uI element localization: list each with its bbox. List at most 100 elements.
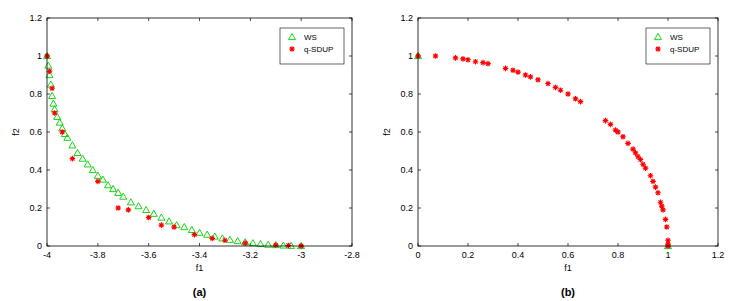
series — [44, 53, 304, 249]
point — [79, 155, 86, 161]
point — [234, 238, 241, 244]
point — [298, 243, 305, 249]
tick-label: 0.4 — [400, 165, 413, 175]
point — [578, 99, 584, 105]
legend: WSq-SDUP — [280, 28, 344, 64]
point — [59, 129, 65, 135]
legend-label: q-SDUP — [670, 45, 699, 54]
tick-mark — [715, 208, 718, 209]
tick-mark — [468, 18, 469, 21]
tick-label: -3.4 — [192, 250, 208, 260]
point — [286, 243, 292, 249]
figure: -4-3.8-3.6-3.4-3.2-3-2.800.20.40.60.811.… — [0, 0, 733, 301]
data-layer — [415, 53, 672, 249]
point — [45, 62, 52, 68]
tick-label: 1 — [408, 51, 413, 61]
point — [615, 129, 621, 135]
point — [558, 87, 564, 93]
point — [135, 203, 142, 209]
point — [49, 92, 56, 98]
point — [146, 215, 152, 221]
tick-label: 0.6 — [562, 250, 575, 260]
tick-label: 1 — [37, 51, 42, 61]
tick-label: 1.2 — [712, 250, 725, 260]
point — [64, 134, 71, 140]
legend-label: WS — [670, 33, 683, 42]
panel: -4-3.8-3.6-3.4-3.2-3-2.800.20.40.60.811.… — [11, 13, 360, 298]
point — [545, 81, 551, 87]
point — [227, 236, 234, 242]
panel-title: (b) — [561, 286, 575, 298]
point — [664, 224, 670, 230]
point — [535, 77, 541, 83]
tick-label: 0.2 — [462, 250, 475, 260]
tick-label: 1 — [665, 250, 670, 260]
tick-label: -4 — [43, 250, 51, 260]
tick-mark — [97, 243, 98, 246]
point — [515, 69, 521, 75]
tick-mark — [148, 18, 149, 21]
point — [209, 236, 215, 242]
point — [553, 85, 559, 91]
tick-label: 0.8 — [400, 89, 413, 99]
series — [415, 53, 672, 249]
data-layer — [44, 53, 305, 249]
tick-label: 0.2 — [400, 203, 413, 213]
tick-mark — [418, 94, 421, 95]
point — [70, 156, 76, 162]
point — [115, 205, 121, 211]
tick-mark — [568, 18, 569, 21]
axis-label: f2 — [382, 128, 392, 136]
point — [603, 118, 609, 124]
point — [660, 207, 666, 213]
point — [89, 167, 96, 173]
point — [115, 189, 122, 195]
tick-label: -3 — [297, 250, 305, 260]
point — [485, 61, 491, 67]
tick-mark — [250, 18, 251, 21]
point — [242, 240, 248, 246]
tick-mark — [715, 56, 718, 57]
tick-mark — [715, 94, 718, 95]
panel: 00.20.40.60.811.200.20.40.60.811.2f1f2(b… — [382, 13, 724, 298]
point — [120, 193, 127, 199]
tick-label: 0 — [415, 250, 420, 260]
point — [159, 222, 165, 228]
legend-box — [646, 28, 710, 64]
tick-label: 0 — [37, 241, 42, 251]
tick-label: -3.6 — [141, 250, 157, 260]
tick-mark — [418, 208, 421, 209]
point — [625, 141, 631, 147]
tick-mark — [349, 132, 352, 133]
tick-mark — [47, 170, 50, 171]
point — [150, 210, 157, 216]
tick-label: -3.8 — [90, 250, 106, 260]
tick-mark — [618, 18, 619, 21]
point — [204, 231, 211, 237]
tick-mark — [349, 56, 352, 57]
tick-label: 0.4 — [29, 165, 42, 175]
legend-marker — [289, 34, 296, 40]
point — [47, 68, 53, 74]
point — [94, 172, 101, 178]
point — [433, 53, 439, 59]
tick-mark — [349, 208, 352, 209]
tick-label: 0.6 — [29, 127, 42, 137]
point — [272, 242, 279, 248]
point — [620, 134, 626, 140]
tick-mark — [349, 170, 352, 171]
tick-label: 0 — [408, 241, 413, 251]
point — [127, 199, 134, 205]
point — [69, 142, 76, 148]
tick-mark — [418, 132, 421, 133]
tick-mark — [715, 170, 718, 171]
point — [188, 226, 195, 232]
tick-mark — [47, 208, 50, 209]
point — [171, 224, 177, 230]
point — [460, 56, 466, 62]
point — [158, 214, 165, 220]
point — [465, 57, 471, 63]
legend-label: q-SDUP — [304, 45, 333, 54]
point — [648, 173, 654, 179]
point — [655, 190, 661, 196]
